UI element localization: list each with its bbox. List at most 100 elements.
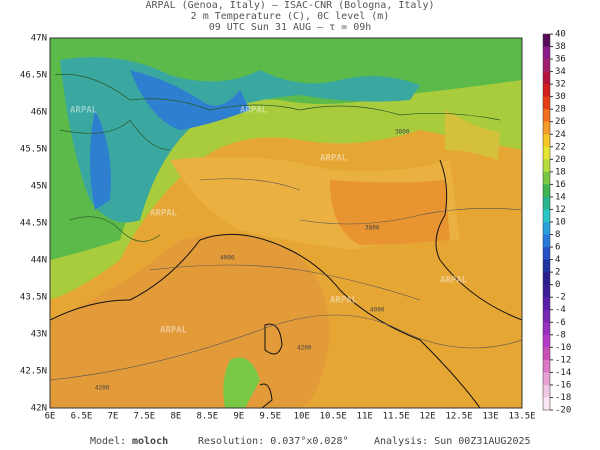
lat-label: 46.5N [20, 71, 47, 81]
lon-label: 10.5E [320, 412, 347, 422]
lat-label: 42N [31, 404, 47, 414]
lat-label: 45.5N [20, 145, 47, 155]
colorbar-label: -4 [555, 305, 566, 315]
colorbar-swatch [543, 134, 550, 148]
colorbar-swatch [543, 34, 550, 47]
colorbar-swatch [543, 46, 550, 60]
colorbar-swatch [543, 347, 550, 361]
colorbar-label: 36 [555, 55, 566, 65]
colorbar-swatch [543, 121, 550, 135]
colorbar-label: 2 [555, 268, 560, 278]
lat-label: 43.5N [20, 293, 47, 303]
header-line: 09 UTC Sun 31 AUG — τ = 09h [209, 22, 372, 33]
colorbar-label: 20 [555, 155, 566, 165]
lon-label: 11.5E [383, 412, 410, 422]
colorbar-frame [542, 33, 551, 411]
colorbar-swatch [543, 284, 550, 298]
lon-label: 9.5E [259, 412, 281, 422]
footer-analysis: Analysis: Sun 00Z31AUG2025 [374, 436, 531, 447]
colorbar-swatch [543, 159, 550, 173]
contour-label: 4000 [370, 307, 385, 314]
lat-label: 46N [31, 108, 47, 118]
colorbar-label: 26 [555, 117, 566, 127]
colorbar-swatch [543, 259, 550, 273]
lon-label: 8E [170, 412, 181, 422]
lat-label: 45N [31, 182, 47, 192]
colorbar-swatch [543, 146, 550, 160]
footer-model: moloch [132, 436, 168, 447]
colorbar-swatch [543, 397, 550, 411]
watermark: ARPAL [70, 106, 98, 116]
colorbar-label: 8 [555, 230, 560, 240]
colorbar-swatch [543, 247, 550, 260]
colorbar-swatch [543, 209, 550, 223]
lon-label: 7.5E [134, 412, 156, 422]
colorbar-label: -8 [555, 330, 566, 340]
lon-label: 12E [419, 412, 435, 422]
lat-label: 43N [31, 330, 47, 340]
watermarks: ARPAL ARPAL ARPAL ARPAL ARPAL ARPAL ARPAL [70, 106, 468, 336]
lon-label: 7E [108, 412, 119, 422]
watermark: ARPAL [150, 209, 178, 219]
colorbar-label: -6 [555, 318, 566, 328]
footer-model-label: Model: [90, 436, 126, 447]
colorbar-swatch [543, 334, 550, 348]
lat-label: 47N [31, 34, 47, 44]
colorbar-label: 40 [555, 30, 566, 40]
lat-label: 44N [31, 256, 47, 266]
colorbar-label: 22 [555, 142, 566, 152]
lon-label: 6E [45, 412, 56, 422]
lon-label: 6.5E [71, 412, 93, 422]
contour-labels: 4200 4000 3800 4000 4200 3800 [95, 129, 410, 392]
colorbar-swatch [543, 309, 550, 323]
lon-label: 10E [294, 412, 310, 422]
colorbar-swatch [543, 59, 550, 72]
watermark: ARPAL [440, 276, 468, 286]
colorbar-swatch [543, 71, 550, 85]
colorbar-label: 30 [555, 92, 566, 102]
colorbar-swatch [543, 384, 550, 398]
colorbar-label: -18 [555, 393, 571, 403]
colorbar-label: 18 [555, 167, 566, 177]
colorbar-label: 16 [555, 180, 566, 190]
lon-label: 8.5E [196, 412, 218, 422]
colorbar-label: -10 [555, 343, 571, 353]
lon-label: 12.5E [446, 412, 473, 422]
colorbar-label: 6 [555, 243, 560, 253]
colorbar-label: 4 [555, 255, 560, 265]
contour-label: 3800 [395, 129, 410, 136]
colorbar-label: 34 [555, 67, 566, 77]
colorbar-swatch [543, 322, 550, 336]
lon-label: 11E [357, 412, 373, 422]
colorbar-swatch [543, 359, 550, 373]
watermark: ARPAL [240, 106, 268, 116]
colorbar-swatch [543, 297, 550, 311]
contour-label: 4200 [297, 345, 312, 352]
colorbar-label: 10 [555, 218, 566, 228]
colorbar-swatch [543, 96, 550, 110]
watermark: ARPAL [160, 326, 188, 336]
colorbar-label: -16 [555, 380, 571, 390]
colorbar-label: 0 [555, 280, 560, 290]
colorbar-label: 14 [555, 192, 566, 202]
colorbar-swatch [543, 234, 550, 248]
contour-label: 4200 [95, 385, 110, 392]
colorbar-label: 24 [555, 130, 566, 140]
watermark: ARPAL [320, 154, 348, 164]
colorbar-swatch [543, 109, 550, 123]
colorbar-label: -2 [555, 293, 566, 303]
colorbar-swatch [543, 171, 550, 185]
colorbar-label: 38 [555, 42, 566, 52]
axis-labels: 6E 6.5E 7E 7.5E 8E 8.5E 9E 9.5E 10E 10.5E 11E 11.5E… [20, 34, 536, 422]
colorbar-label: -20 [555, 406, 571, 416]
colorbar-label: 32 [555, 80, 566, 90]
contour-label: 3800 [365, 225, 380, 232]
header-line: ARPAL (Genoa, Italy) — ISAC-CNR (Bologna… [146, 0, 435, 11]
contour-label: 4000 [220, 255, 235, 262]
colorbar-swatch [543, 184, 550, 198]
lat-label: 44.5N [20, 219, 47, 229]
map-frame [49, 37, 523, 409]
lat-label: 42.5N [20, 367, 47, 377]
colorbar-swatch [543, 196, 550, 210]
